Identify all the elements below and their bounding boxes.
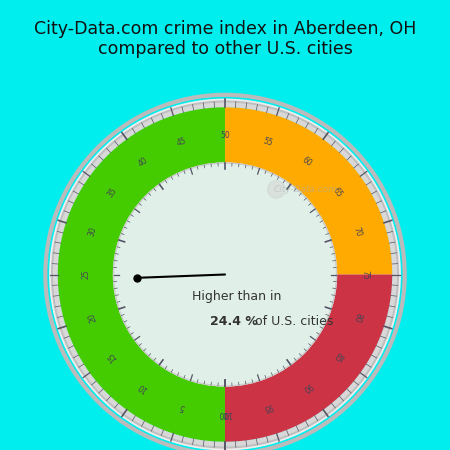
Polygon shape (58, 107, 392, 442)
Text: 5: 5 (178, 402, 186, 412)
Text: 35: 35 (106, 186, 119, 199)
Text: City-Data.com: City-Data.com (274, 185, 338, 194)
Polygon shape (225, 274, 392, 442)
Circle shape (268, 180, 285, 198)
Text: 50: 50 (220, 130, 230, 140)
Text: 95: 95 (262, 401, 274, 413)
Text: 75: 75 (360, 270, 369, 279)
Polygon shape (225, 107, 392, 274)
Polygon shape (58, 107, 225, 442)
Text: 85: 85 (331, 350, 344, 363)
Text: 100: 100 (218, 410, 232, 418)
Text: 24.4 %: 24.4 % (210, 315, 258, 328)
Text: 30: 30 (87, 225, 98, 238)
Text: City-Data.com crime index in Aberdeen, OH: City-Data.com crime index in Aberdeen, O… (34, 20, 416, 38)
Polygon shape (52, 101, 398, 448)
Text: 80: 80 (352, 311, 363, 324)
Text: 60: 60 (300, 155, 314, 168)
Text: 15: 15 (106, 350, 119, 363)
Text: 45: 45 (176, 136, 188, 148)
Text: 70: 70 (352, 225, 363, 238)
Text: 20: 20 (87, 311, 98, 324)
Text: 65: 65 (331, 186, 344, 199)
Text: Higher than in: Higher than in (192, 290, 281, 303)
Text: of U.S. cities: of U.S. cities (252, 315, 334, 328)
Circle shape (113, 163, 337, 386)
Text: 40: 40 (136, 155, 150, 168)
Text: 55: 55 (262, 136, 274, 148)
Text: compared to other U.S. cities: compared to other U.S. cities (98, 40, 352, 58)
Text: 10: 10 (136, 381, 150, 394)
Text: 25: 25 (81, 270, 90, 279)
Text: 0: 0 (223, 410, 227, 418)
Text: 90: 90 (300, 381, 314, 394)
